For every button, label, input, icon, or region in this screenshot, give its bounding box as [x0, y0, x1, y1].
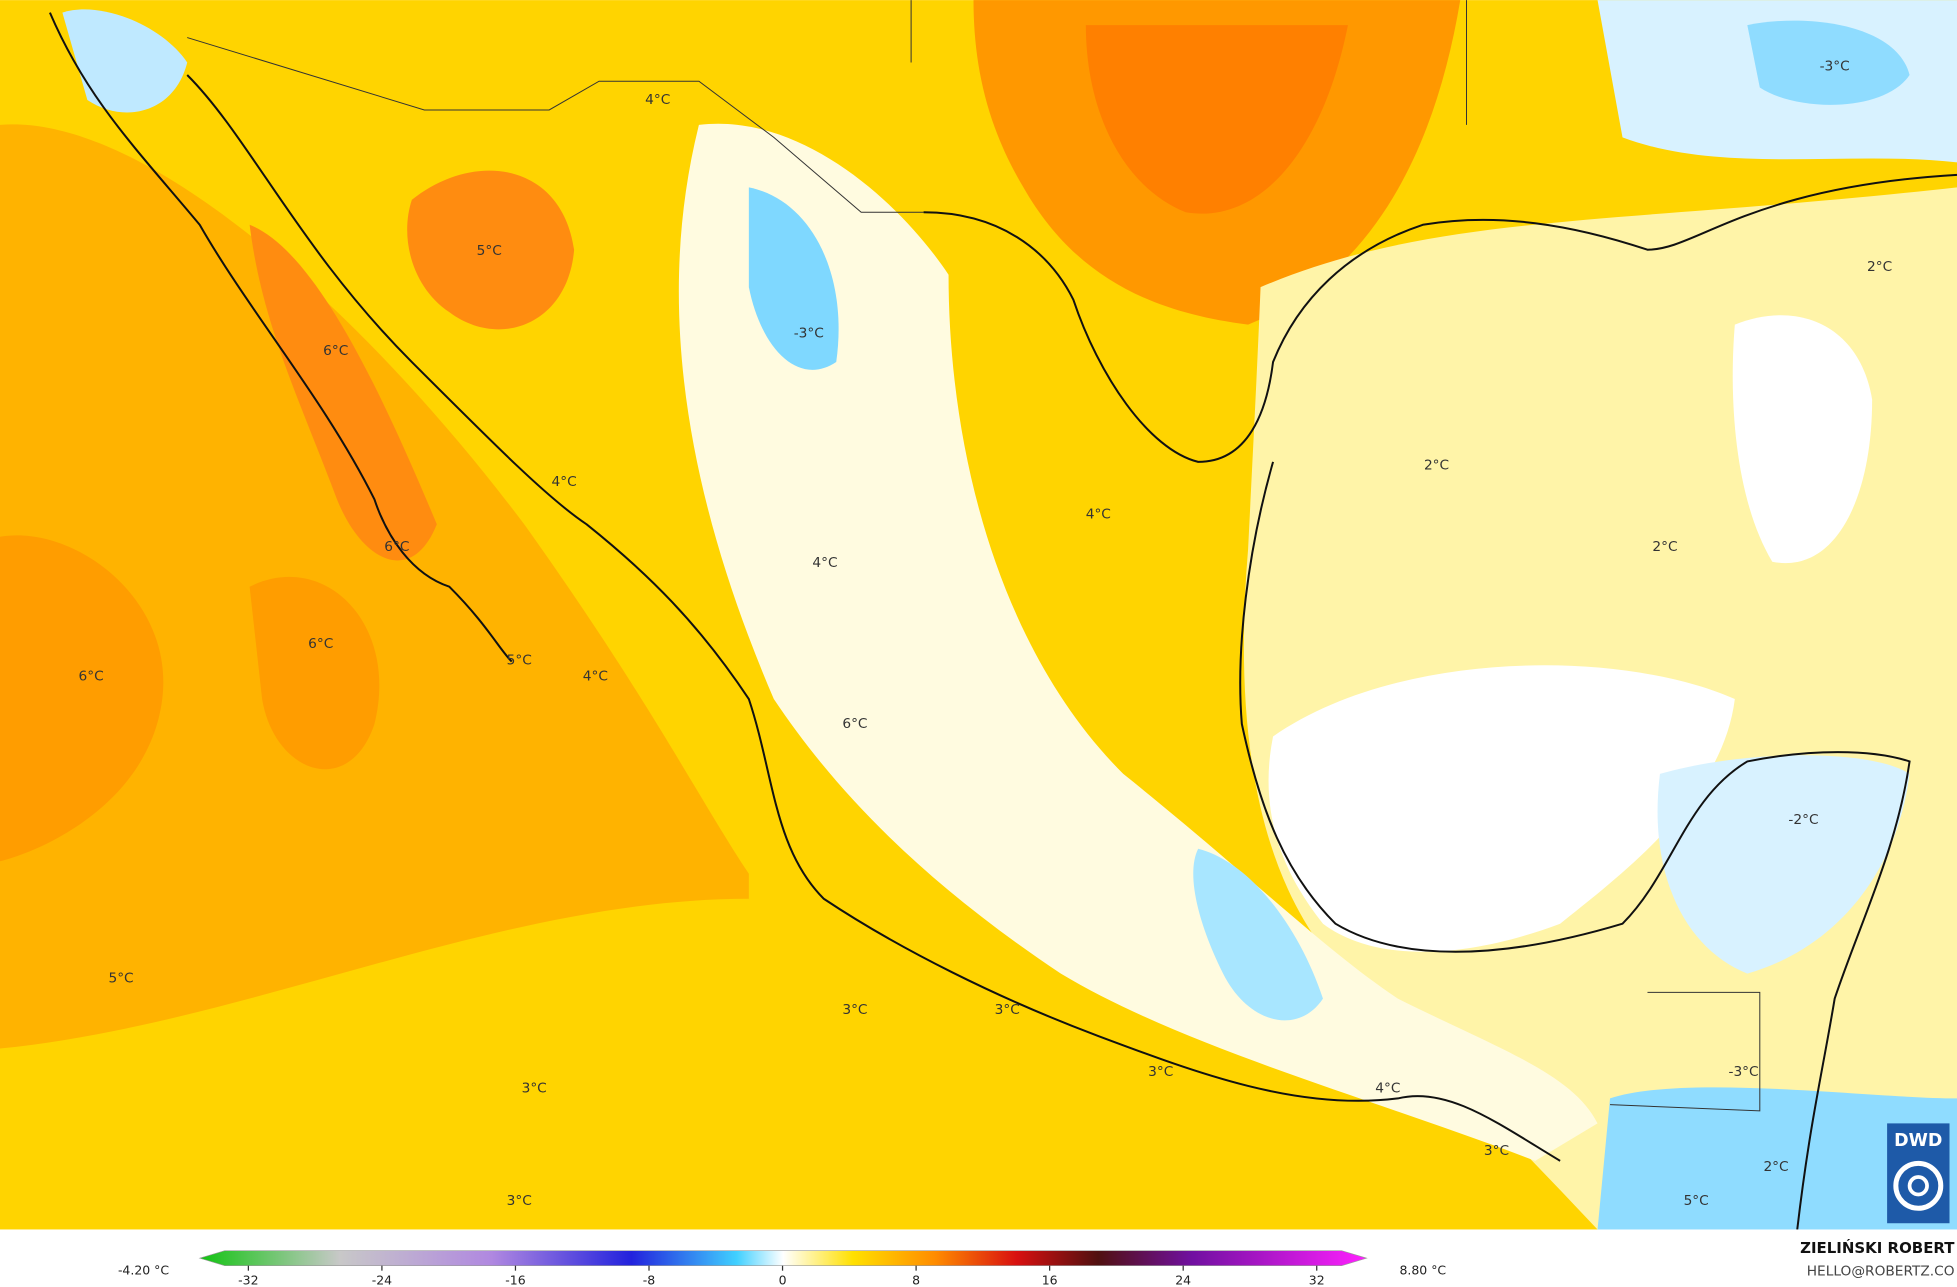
- colorbar-tick-label: 8: [912, 1272, 920, 1287]
- contour-label: -3°C: [1729, 1064, 1759, 1080]
- coastline: [49, 12, 1957, 1230]
- contour-label: 4°C: [583, 669, 608, 685]
- contour-label: 6°C: [384, 539, 409, 555]
- contour-label: -3°C: [1820, 58, 1850, 74]
- contour-label: 5°C: [507, 652, 532, 668]
- contour-label: 3°C: [1484, 1143, 1509, 1159]
- contour-label: 6°C: [79, 669, 104, 685]
- contour-label: 2°C: [1424, 458, 1449, 474]
- colorbar-tick-label: 24: [1175, 1272, 1191, 1287]
- borders: [187, 0, 1761, 1112]
- contour-label: 4°C: [645, 92, 670, 108]
- contour-label: 2°C: [1867, 259, 1892, 275]
- contour-label: 6°C: [323, 343, 348, 359]
- logo: DWD: [1887, 1123, 1950, 1224]
- author: ZIELIŃSKI ROBERT: [1800, 1238, 1955, 1257]
- contour-label: -3°C: [794, 325, 824, 341]
- colorbar-tick-label: -16: [505, 1272, 525, 1287]
- colorbar-min-label: -4.20 °C: [118, 1262, 169, 1277]
- colorbar-max-label: 8.80 °C: [1399, 1262, 1446, 1277]
- contour-label: 4°C: [1086, 506, 1111, 522]
- colorbar-tick-label: 16: [1042, 1272, 1058, 1287]
- contour-label: 4°C: [1375, 1080, 1400, 1096]
- contour-label: 3°C: [507, 1193, 532, 1209]
- contour-label: 3°C: [1148, 1064, 1173, 1080]
- map-field: [0, 0, 1957, 1230]
- contour-label: -2°C: [1788, 812, 1818, 828]
- email: HELLO@ROBERTZ.CO: [1807, 1264, 1955, 1280]
- colorbar-tick-label: 0: [779, 1272, 787, 1287]
- contour-label: 3°C: [842, 1002, 867, 1018]
- contour-labels: 4°C 5°C 6°C -3°C -3°C 2°C 4°C 2°C 4°C 6°C 2°C 4°C 6°…: [79, 58, 1893, 1209]
- contour-label: 3°C: [522, 1080, 547, 1096]
- contour-label: 6°C: [842, 716, 867, 732]
- colorbar-tick-label: -8: [643, 1272, 655, 1287]
- contour-label: 5°C: [477, 243, 502, 259]
- contour-label: 5°C: [1684, 1193, 1709, 1209]
- contour-label: 2°C: [1652, 539, 1677, 555]
- colorbar: -4.20 °C 8.80 °C -32 -24 -16 -8 0 8 16 24 32: [118, 1250, 1446, 1287]
- contour-label: 4°C: [552, 474, 577, 490]
- colorbar-tick-label: 32: [1309, 1272, 1325, 1287]
- contour-label: 4°C: [812, 555, 837, 571]
- logo-swirl-inner: [1907, 1175, 1929, 1197]
- contour-label: 5°C: [108, 971, 133, 987]
- contour-label: 6°C: [308, 636, 333, 652]
- colorbar-scale: [198, 1250, 1368, 1266]
- contour-label: 3°C: [995, 1002, 1020, 1018]
- logo-swirl: [1893, 1160, 1944, 1211]
- colorbar-tick-label: -24: [372, 1272, 392, 1287]
- contour-label: 2°C: [1763, 1159, 1788, 1175]
- colorbar-tick-label: -32: [238, 1272, 258, 1287]
- logo-text: DWD: [1894, 1131, 1942, 1151]
